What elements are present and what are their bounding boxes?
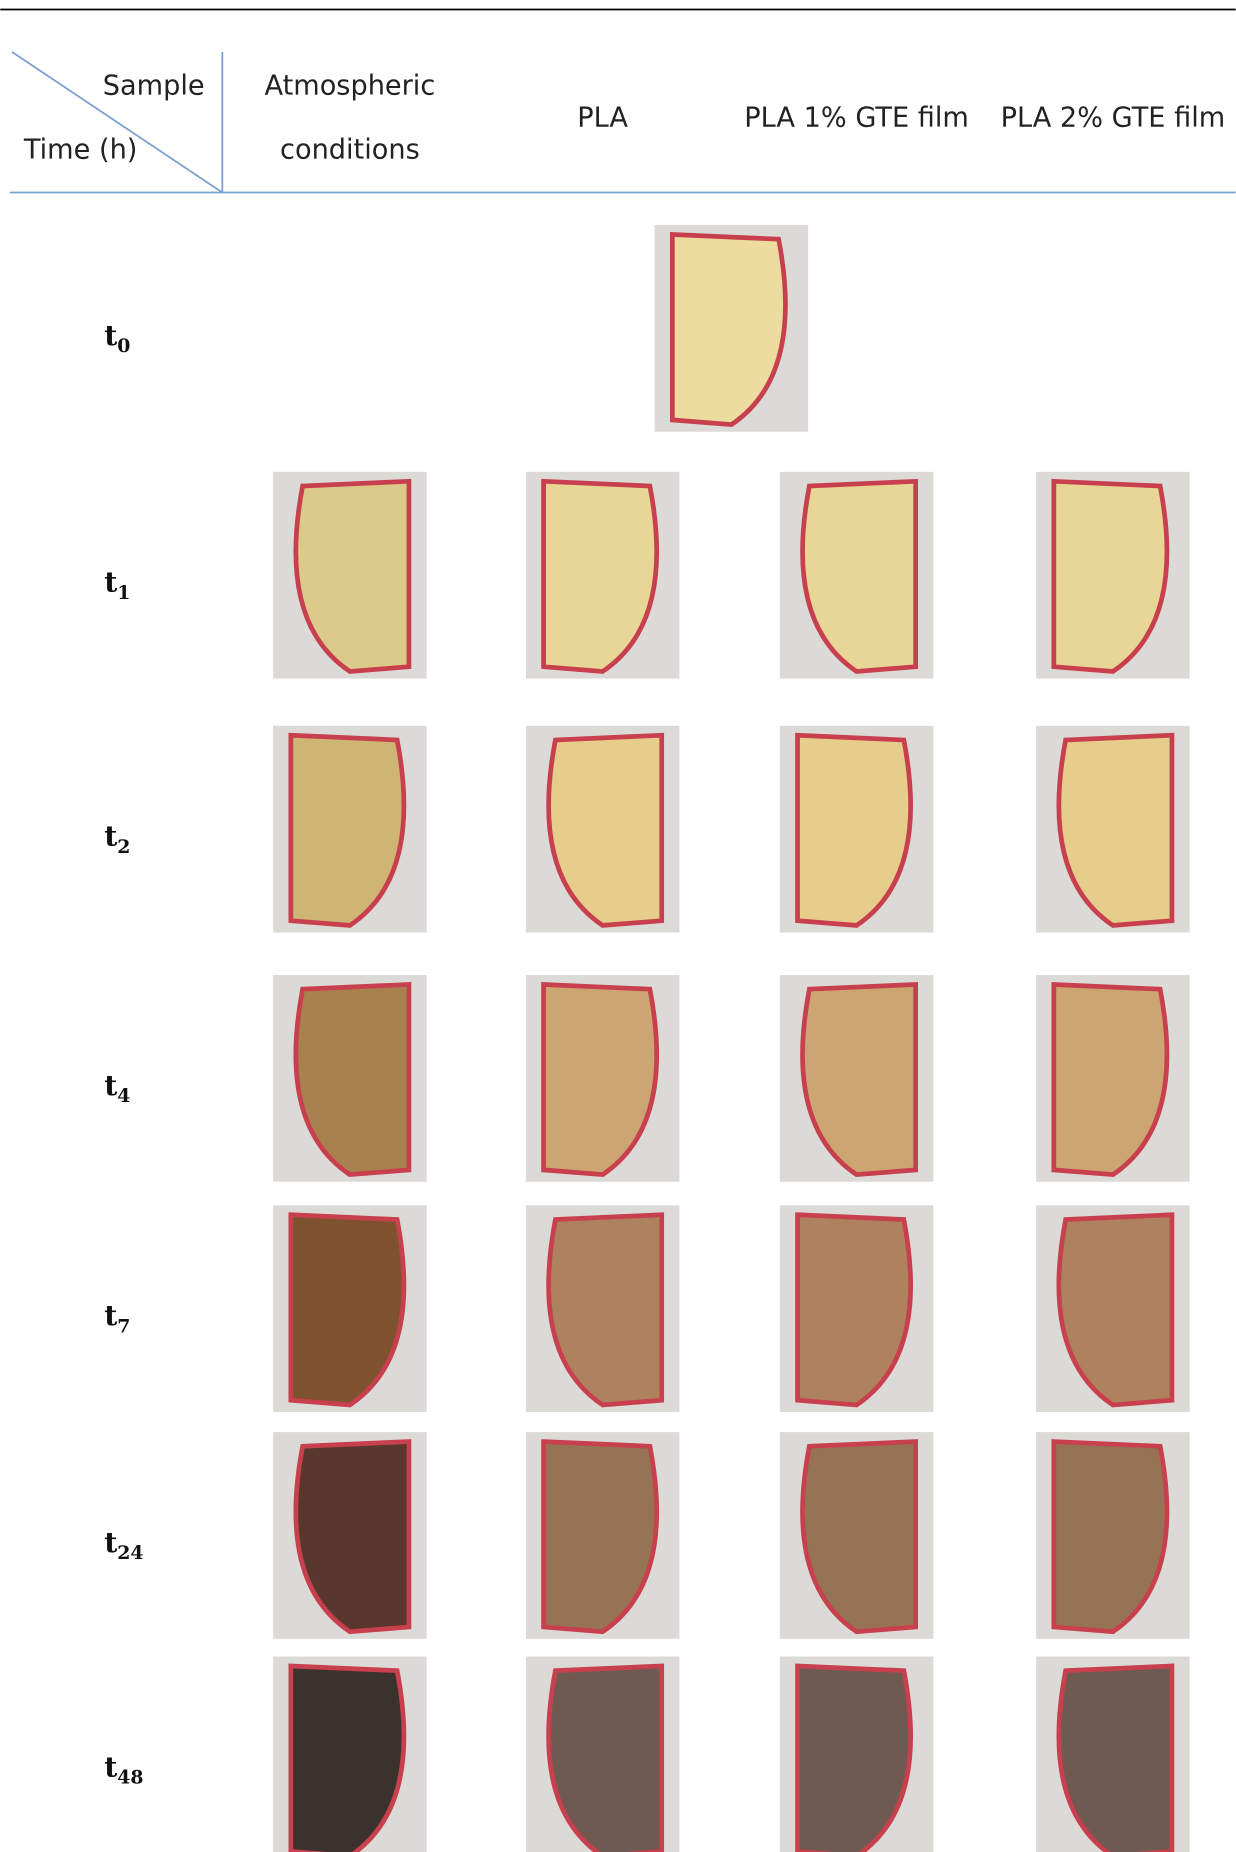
row-label-sub: 1 [117,582,130,604]
sample-photo [780,1205,934,1412]
page: Sample Time (h) Atmospheric conditions PLA… [0,0,1236,1852]
sample-photo [526,1205,680,1412]
row-label: t4 [104,1068,130,1107]
sample-photo [273,975,427,1182]
sample-photo [1036,726,1190,933]
row-label-sub: 0 [117,335,130,357]
row-label: t24 [104,1525,143,1564]
row-label: t2 [104,819,130,858]
sample-photo [655,225,809,432]
row-label-sub: 2 [117,836,130,858]
corner-top: Sample [103,70,205,101]
row-label-sub: 24 [117,1542,143,1564]
sample-photo [780,472,934,679]
row-label-main: t [104,1525,117,1559]
row-label-sub: 7 [117,1315,130,1337]
sample-photo [273,1205,427,1412]
row-label: t1 [104,565,130,604]
sample-photo [273,472,427,679]
sample-photo [273,1657,427,1852]
sample-photo [526,1657,680,1852]
row-label: t0 [104,318,130,357]
column-header: PLA 2% GTE film [1001,102,1226,133]
corner-bottom: Time (h) [23,134,137,165]
sample-photo [526,726,680,933]
row-label-main: t [104,819,117,853]
row-label: t7 [104,1298,130,1337]
column-header: PLA [577,102,628,133]
table-figure: Sample Time (h) Atmospheric conditions PLA… [0,0,1236,1852]
row-label-sub: 48 [117,1766,143,1788]
column-header: conditions [280,134,420,165]
column-header: Atmospheric [265,70,436,101]
sample-photo [1036,975,1190,1182]
sample-photo [1036,472,1190,679]
sample-photo [780,975,934,1182]
column-header: PLA 1% GTE film [744,102,969,133]
sample-photo [1036,1205,1190,1412]
sample-photo [780,726,934,933]
row-label-main: t [104,1068,117,1102]
row-label-main: t [104,1749,117,1783]
sample-photo [1036,1657,1190,1852]
sample-photo [526,472,680,679]
sample-photo [526,1432,680,1639]
row-label-sub: 4 [117,1085,130,1107]
row-label: t48 [104,1749,143,1788]
sample-photo [780,1432,934,1639]
row-label-main: t [104,1298,117,1332]
sample-photo [526,975,680,1182]
row-label-main: t [104,565,117,599]
sample-photo [273,1432,427,1639]
row-label-main: t [104,318,117,352]
sample-photo [1036,1432,1190,1639]
sample-photo [273,726,427,933]
sample-photo [780,1657,934,1852]
